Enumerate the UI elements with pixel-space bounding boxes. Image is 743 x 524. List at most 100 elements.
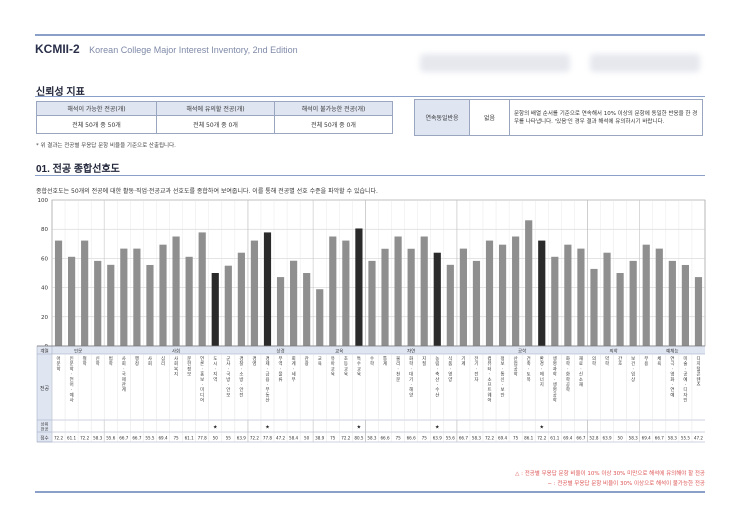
score-label: 58.3 [472, 436, 482, 441]
major-label-char: 문 [187, 356, 191, 362]
major-label-char: 계 [383, 360, 387, 367]
major-label-char: 계 [461, 360, 465, 367]
major-label-char: 보 [631, 356, 635, 362]
major-label-char: · [267, 383, 268, 388]
group-label: 교육 [335, 349, 343, 355]
bar [472, 260, 481, 346]
major-label-char: 축 [435, 371, 439, 378]
major-label-char: 제 [122, 376, 126, 383]
major-label-char: 보 [501, 361, 505, 367]
rel-header-3: 해석이 불가능한 전공(개) [274, 101, 393, 116]
major-label-char: 지 [174, 371, 178, 378]
major-label-char: 보 [501, 387, 505, 393]
major-label-char: 물 [396, 356, 400, 362]
major-label-char: 디 [696, 355, 700, 362]
major-label-char: · [280, 367, 281, 372]
major-label-char: 공 [553, 392, 557, 398]
major-label-char: 재 [579, 381, 583, 388]
major-label-char: 학 [553, 397, 557, 404]
major-label-char: 과 [553, 365, 557, 372]
bar [433, 252, 441, 346]
major-label-char: 교 [344, 366, 348, 372]
major-label-char: 국 [122, 372, 126, 378]
major-label-char: 보 [200, 377, 204, 383]
major-label-char: 술 [683, 360, 687, 367]
score-label: 50 [304, 436, 310, 441]
major-label-char: 양 [448, 376, 452, 383]
major-label-char: · [241, 383, 242, 388]
major-label-char: 금 [265, 372, 269, 378]
major-label-char: 화 [566, 356, 570, 362]
major-label-char: 미 [683, 355, 687, 362]
major-label-char: 정 [501, 355, 505, 362]
major-label-char: 융 [265, 377, 269, 383]
major-label-char: 법 [109, 355, 113, 362]
bar [211, 273, 219, 346]
score-label: 66.7 [655, 436, 665, 441]
major-label-char: 학 [70, 365, 74, 372]
major-label-char: 통 [383, 356, 387, 362]
bar [133, 248, 141, 346]
major-label-char: 디 [200, 391, 204, 398]
major-label-char: · [672, 383, 673, 388]
bar [577, 248, 585, 346]
major-label-char: 언 [200, 355, 204, 362]
major-label-char: 통 [501, 372, 505, 378]
score-label: 63.9 [237, 436, 247, 441]
major-label-char: 식 [448, 355, 452, 362]
score-label: 69.4 [498, 436, 508, 441]
major-label-char: · [685, 383, 686, 388]
major-label-char: 학 [553, 371, 557, 378]
major-label-char: 극 [670, 361, 674, 367]
major-label-char: 회 [292, 355, 296, 362]
score-label: 55.6 [446, 436, 456, 441]
major-label-char: 헌 [187, 361, 191, 367]
row-label-score: 점수 [40, 435, 48, 442]
major-label-char: 정 [135, 360, 139, 367]
score-label: 55 [226, 436, 232, 441]
bar [603, 252, 611, 346]
major-label-char: 콘 [696, 372, 700, 378]
blurred-name-field [420, 54, 570, 72]
major-label-char: 수 [435, 387, 439, 393]
bar [94, 260, 102, 346]
major-label-char: 방 [239, 376, 243, 383]
score-label: 47.2 [276, 436, 286, 441]
bar [525, 220, 533, 346]
score-label: 58.4 [289, 436, 299, 441]
major-label-char: 자 [474, 376, 478, 383]
major-label-char: 생 [553, 355, 557, 362]
consistency-description: 문항의 배열 순서를 기준으로 연속해서 10% 이상의 문항에 동일한 반응을… [509, 99, 703, 136]
y-tick-label: 100 [38, 198, 49, 204]
major-label-char: 수 [370, 356, 374, 362]
major-label-char: 영 [448, 371, 452, 378]
major-label-char: 연 [670, 355, 674, 362]
major-label-char: 행 [135, 355, 139, 362]
major-label-char: · [410, 383, 411, 388]
bar [512, 236, 520, 346]
bar [146, 264, 154, 346]
score-label: 52.8 [589, 436, 599, 441]
score-label: 50 [213, 436, 219, 441]
score-label: 61.1 [67, 436, 77, 441]
major-label-char: 프 [487, 382, 491, 388]
major-label-char: 천 [396, 371, 400, 378]
major-label-char: 기 [474, 360, 478, 367]
major-label-char: 홍 [200, 371, 204, 378]
major-label-char: 신 [501, 376, 505, 383]
major-label-char: 상 [631, 376, 635, 383]
major-label-char: 어 [57, 355, 61, 362]
brand-header: KCMII-2 Korean College Major Interest In… [35, 42, 298, 56]
bar [407, 248, 415, 346]
major-label-char: · [228, 367, 229, 372]
row-label-field: 계열 [40, 348, 48, 355]
bar [642, 244, 650, 346]
major-label-char: 학 [96, 360, 100, 367]
consistency-table: 연속동일반응 없음 문항의 배열 순서를 기준으로 연속해서 10% 이상의 문… [414, 99, 703, 136]
major-label-char: 인 [70, 355, 74, 362]
major-label-char: 안 [501, 391, 505, 398]
y-tick-label: 40 [41, 286, 48, 292]
major-label-char: 산 [514, 355, 518, 362]
bar [590, 268, 598, 346]
major-label-char: 동 [265, 392, 269, 398]
